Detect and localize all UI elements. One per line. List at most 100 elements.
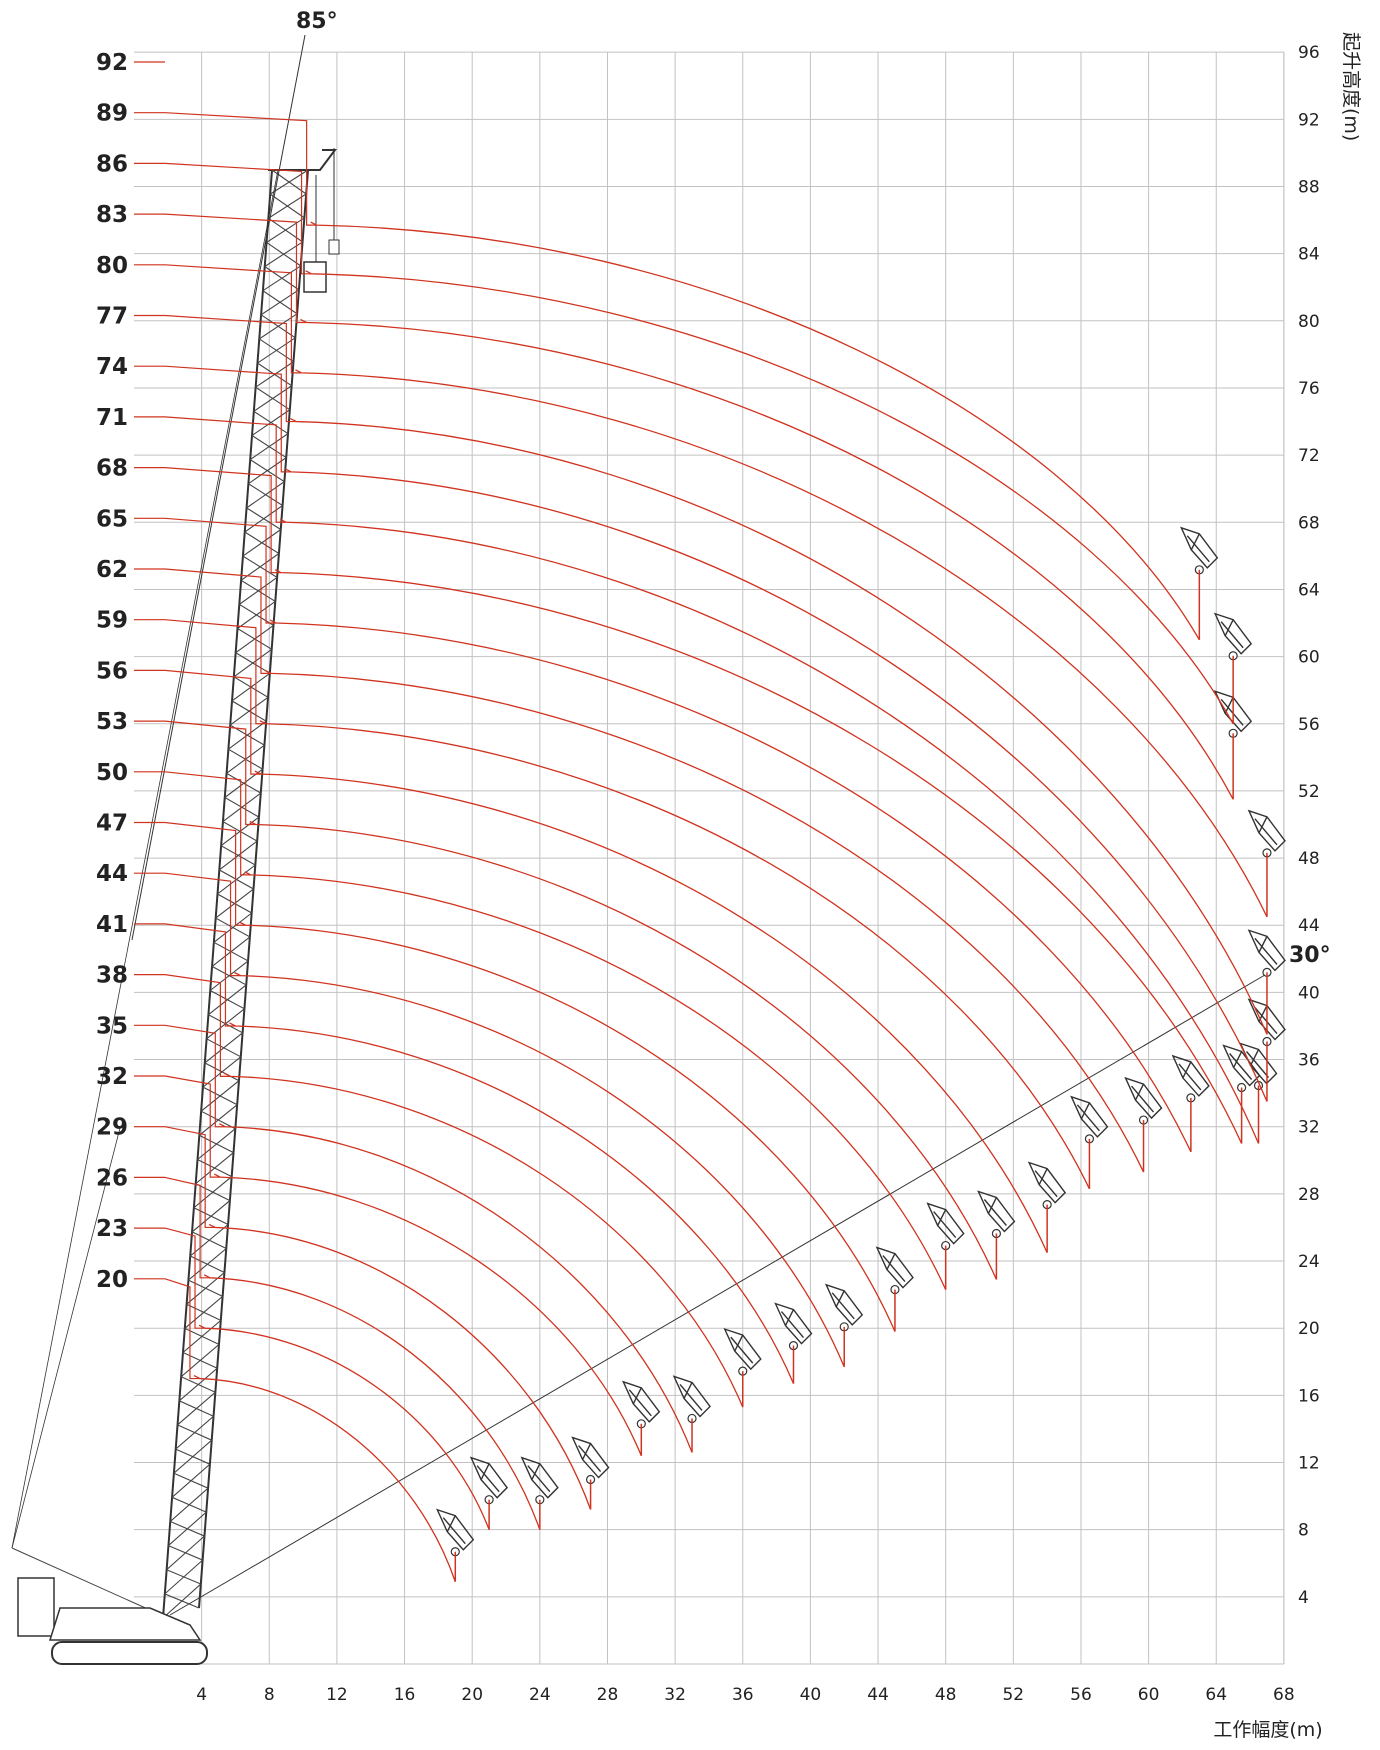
range-leader-68: [164, 467, 282, 574]
boom-length-label: 23: [96, 1216, 128, 1242]
x-tick-label: 40: [800, 1685, 822, 1705]
range-leader-32: [164, 1075, 221, 1178]
range-curve-35: [219, 1123, 693, 1453]
boom-length-label: 71: [96, 405, 128, 431]
y-tick-label: 68: [1298, 513, 1320, 533]
boom-tip-lattice: [1213, 690, 1253, 733]
boom-length-label: 92: [96, 50, 128, 76]
boom-tip-symbol: [435, 1508, 475, 1557]
boom-length-label: 68: [96, 456, 128, 482]
boom-tip-symbol: [977, 1190, 1016, 1239]
range-leader-23: [164, 1227, 206, 1329]
boom-tip-lattice: [469, 1456, 509, 1499]
range-leader-89: [164, 112, 317, 226]
range-leader-77: [164, 314, 297, 423]
range-leader-50: [164, 771, 251, 876]
y-tick-label: 12: [1298, 1454, 1320, 1474]
range-leader-62: [164, 568, 271, 674]
x-tick-label: 20: [461, 1685, 483, 1705]
boom-tip-lattice: [571, 1436, 610, 1479]
y-tick-label: 76: [1298, 379, 1320, 399]
y-tick-label: 48: [1298, 849, 1320, 869]
min-angle-line: [169, 971, 1271, 1616]
boom-tip-lattice: [926, 1202, 965, 1245]
range-leader-41: [164, 923, 236, 1027]
y-tick-label: 36: [1298, 1051, 1320, 1071]
boom-tip-lattice: [1247, 929, 1286, 972]
range-curve-62: [264, 669, 1145, 1173]
x-tick-label: 36: [732, 1685, 754, 1705]
x-tick-label: 4: [196, 1685, 207, 1705]
range-curve-71: [279, 518, 1260, 1144]
range-leader-47: [164, 821, 246, 926]
boom-length-label: 83: [96, 202, 128, 228]
boom-length-label: 35: [96, 1013, 128, 1039]
range-curve-29: [208, 1223, 592, 1510]
y-tick-label: 8: [1298, 1521, 1309, 1541]
range-curve-50: [244, 871, 947, 1290]
boom-tip-lattice: [520, 1456, 559, 1499]
range-curve-59: [259, 720, 1091, 1190]
chart-grid: [134, 51, 1285, 1665]
range-curve-80: [295, 369, 1268, 918]
boom-length-label: 20: [96, 1267, 128, 1293]
y-tick-label: 88: [1298, 177, 1320, 197]
range-leader-74: [164, 365, 292, 473]
boom-length-label: 77: [96, 304, 128, 330]
boom-length-label: 41: [96, 912, 128, 938]
boom-tip-lattice: [621, 1380, 661, 1423]
range-curve-38: [224, 1072, 744, 1408]
x-tick-label: 52: [1002, 1685, 1024, 1705]
boom-tip-symbol: [1213, 612, 1253, 661]
boom-tip-lattice: [875, 1246, 914, 1289]
x-tick-label: 28: [597, 1685, 619, 1705]
x-tick-label: 8: [264, 1685, 275, 1705]
y-tick-label: 24: [1298, 1252, 1320, 1272]
x-tick-label: 16: [394, 1685, 416, 1705]
boom-tip-symbol: [723, 1327, 762, 1376]
range-curve-23: [198, 1324, 490, 1530]
pendant-line: [131, 34, 306, 941]
boom-length-label: 59: [96, 608, 128, 634]
range-leader-29: [164, 1126, 216, 1229]
range-curve-47: [239, 921, 896, 1332]
range-leader-38: [164, 974, 231, 1077]
y-tick-label: 28: [1298, 1185, 1320, 1205]
boom-tip-symbol: [571, 1436, 610, 1485]
boom-tip-lattice: [435, 1508, 475, 1551]
boom-tip-lattice: [723, 1327, 762, 1371]
x-tick-label: 60: [1138, 1685, 1160, 1705]
y-tick-label: 52: [1298, 782, 1320, 802]
x-tick-label: 48: [935, 1685, 957, 1705]
y-tick-label: 60: [1298, 648, 1320, 668]
boom-tip-lattice: [1180, 526, 1219, 569]
range-curve-32: [213, 1173, 642, 1457]
range-curve-86: [305, 270, 1234, 725]
boom-tip-symbol: [1247, 998, 1286, 1047]
boom-tip-symbol: [1027, 1161, 1067, 1210]
range-curve-74: [284, 468, 1268, 1102]
boom-length-label: 26: [96, 1165, 128, 1191]
y-tick-label: 56: [1298, 715, 1320, 735]
y-tick-label: 16: [1298, 1386, 1320, 1406]
boom-length-label: 38: [96, 963, 128, 989]
range-leader-26: [164, 1176, 211, 1279]
range-curve-53: [249, 820, 998, 1280]
pendant-line-2: [11, 169, 279, 1549]
x-tick-label: 24: [529, 1685, 551, 1705]
y-tick-label: 40: [1298, 983, 1320, 1003]
boom-tip-symbol: [1247, 809, 1286, 858]
y-tick-label: 80: [1298, 312, 1320, 332]
y-axis-title: 起升高度(m): [1340, 32, 1362, 141]
x-tick-label: 64: [1205, 1685, 1227, 1705]
range-leader-20: [164, 1278, 200, 1380]
boom-tip-symbol: [1247, 929, 1286, 977]
boom-length-label: 65: [96, 506, 128, 532]
boom-tip-lattice: [672, 1375, 711, 1418]
range-curve-44: [234, 972, 845, 1368]
boom-length-label: 44: [96, 861, 128, 887]
boom-tip-lattice: [1124, 1076, 1163, 1120]
range-curve-20: [193, 1374, 456, 1582]
boom-length-label: 53: [96, 709, 128, 735]
